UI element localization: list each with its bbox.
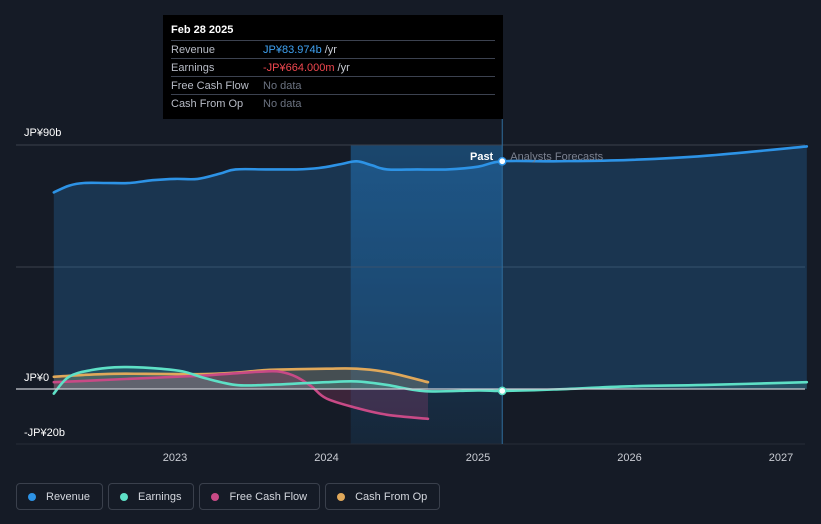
legend-item-earnings[interactable]: Earnings (108, 483, 195, 510)
x-tick-label: 2025 (466, 452, 490, 464)
past-highlight-band (350, 145, 503, 444)
legend-dot-icon (337, 492, 346, 501)
tooltip-row-revenue: Revenue JP¥83.974b /yr (171, 40, 495, 58)
tooltip-row-free-cash-flow: Free Cash Flow No data (171, 76, 495, 94)
x-tick-label: 2027 (769, 452, 793, 464)
chart-legend: Revenue Earnings Free Cash Flow Cash Fro… (16, 483, 441, 510)
legend-label: Earnings (138, 490, 182, 503)
series-area-cfo (53, 368, 429, 389)
x-tick-label: 2024 (314, 452, 338, 464)
y-tick-label: JP¥0 (24, 372, 49, 384)
legend-dot-icon (28, 492, 36, 501)
tooltip-label: Free Cash Flow (171, 79, 249, 92)
series-line-revenue (52, 145, 809, 194)
x-axis-labels: 2023 2024 2025 2026 2027 (163, 452, 793, 464)
x-tick-label: 2026 (617, 452, 641, 464)
y-tick-label: -JP¥20b (24, 427, 65, 439)
tooltip-value: No data (263, 97, 302, 110)
tooltip-value: JP¥83.974b (263, 43, 322, 56)
series-line-fcf (52, 369, 430, 421)
current-markers (497, 156, 507, 396)
legend-label: Cash From Op (355, 490, 428, 503)
revenue-marker (497, 156, 507, 166)
analysts-forecasts-label: Analysts Forecasts (510, 151, 603, 163)
legend-item-cash-from-op[interactable]: Cash From Op (325, 483, 441, 510)
tooltip-unit: /yr (337, 61, 350, 74)
tooltip-value: -JP¥664.000m (263, 61, 335, 74)
tooltip-row-cash-from-op: Cash From Op No data (171, 94, 495, 112)
data-tooltip: Feb 28 2025 Revenue JP¥83.974b /yr Earni… (163, 15, 503, 119)
tooltip-date: Feb 28 2025 (171, 24, 234, 36)
legend-label: Revenue (46, 490, 91, 503)
earnings-marker (497, 386, 507, 396)
series-area-revenue (53, 146, 807, 389)
highlight-band-rect (350, 145, 503, 444)
tooltip-unit: /yr (324, 43, 337, 56)
tooltip-label: Revenue (171, 43, 216, 56)
tooltip-row-earnings: Earnings -JP¥664.000m /yr (171, 58, 495, 76)
tooltip-label: Earnings (171, 61, 215, 74)
legend-item-revenue[interactable]: Revenue (16, 483, 104, 510)
legend-label: Free Cash Flow (229, 490, 308, 503)
legend-dot-icon (120, 492, 129, 501)
legend-item-free-cash-flow[interactable]: Free Cash Flow (199, 483, 321, 510)
past-label: Past (470, 151, 494, 163)
gridlines (16, 144, 805, 445)
x-tick-label: 2023 (163, 452, 187, 464)
series-area-fcf (53, 371, 429, 419)
tooltip-label: Cash From Op (171, 97, 244, 110)
past-forecast-annotations: Past Analysts Forecasts (470, 151, 604, 163)
y-axis-labels: JP¥90b JP¥0 -JP¥20b (24, 127, 65, 439)
y-tick-label: JP¥90b (24, 127, 61, 139)
tooltip-value: No data (263, 79, 302, 92)
legend-dot-icon (211, 492, 220, 501)
